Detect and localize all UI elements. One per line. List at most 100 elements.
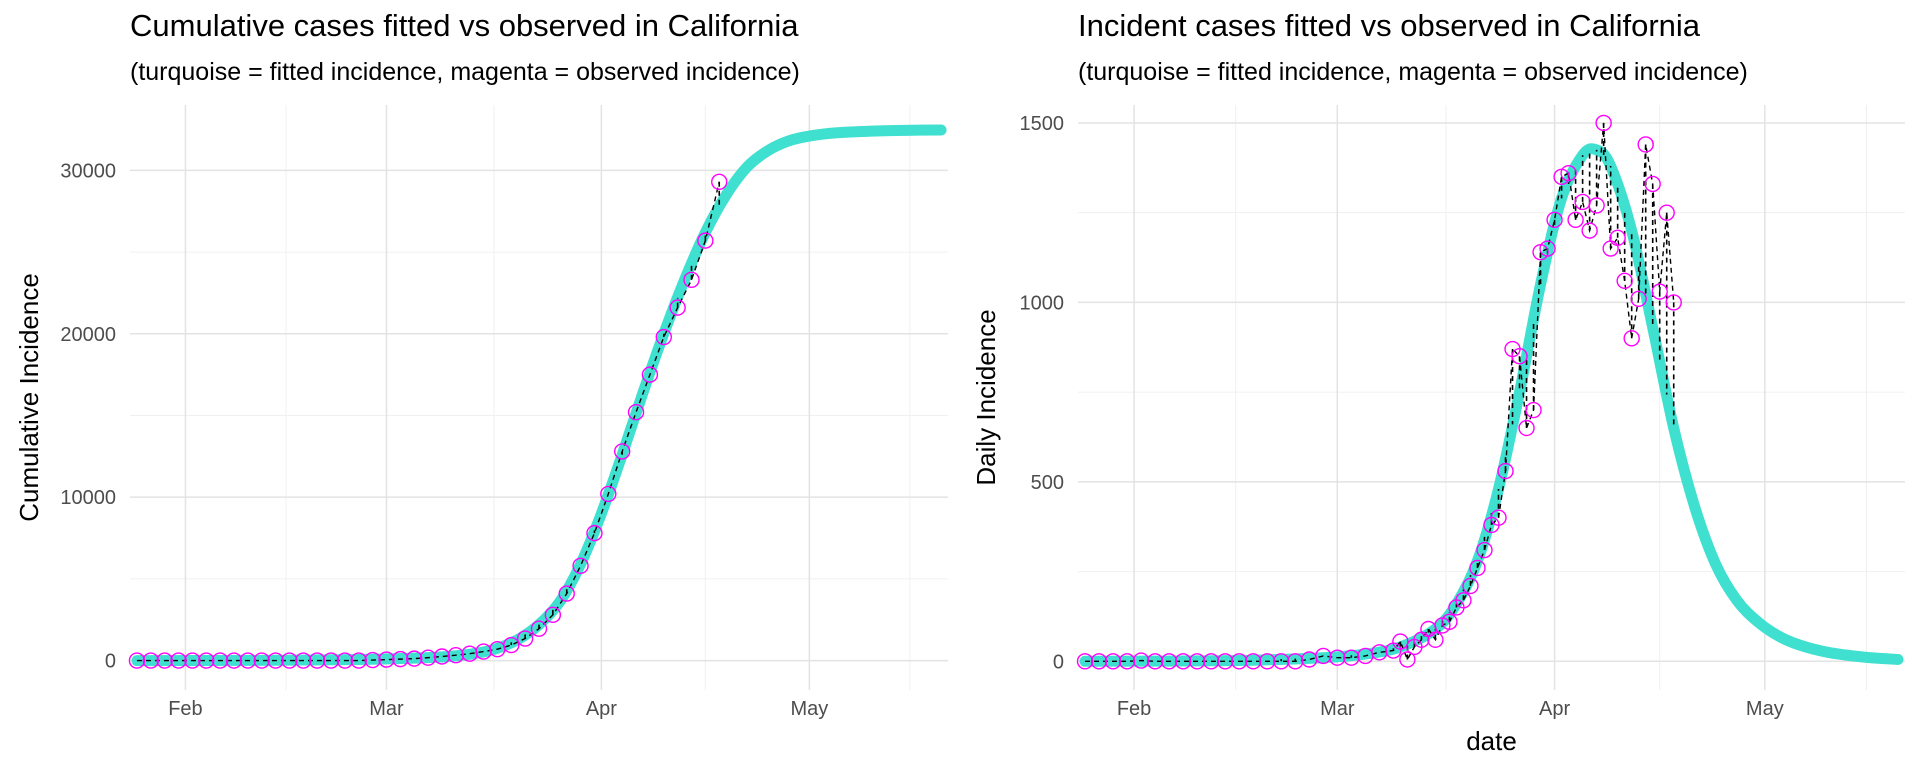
observed-point	[1245, 653, 1262, 670]
observed-point	[461, 645, 478, 662]
incident-chart-subtitle: (turquoise = fitted incidence, magenta =…	[1078, 58, 1748, 86]
observed-point	[516, 630, 534, 647]
observed-point	[1623, 330, 1640, 347]
observed-point	[1581, 222, 1598, 239]
observed-point	[433, 648, 451, 665]
observed-point	[1616, 272, 1633, 290]
observed-point	[1511, 348, 1528, 365]
x-tick-label: Apr	[1539, 698, 1570, 720]
observed-point	[142, 652, 159, 669]
observed-point	[364, 651, 381, 669]
y-axis-title: Cumulative Incidence	[14, 273, 44, 522]
observed-point	[295, 652, 312, 669]
observed-point	[1595, 114, 1612, 132]
observed-point	[170, 652, 187, 669]
observed-point	[1539, 240, 1556, 257]
observed-point	[419, 649, 437, 666]
observed-point	[697, 232, 714, 249]
y-tick-label: 500	[1031, 472, 1064, 494]
observed-point	[1160, 653, 1178, 670]
grid	[1078, 105, 1905, 690]
residual-lines	[510, 181, 721, 646]
cumulative-chart-plot: Feb Mar Apr May 0 10000 20000 30000 Cumulative I…	[14, 105, 948, 720]
incident-chart-panel: Incident cases fitted vs observed in Cal…	[955, 0, 1920, 768]
y-tick-label: 1500	[1020, 113, 1065, 135]
observed-point	[1497, 462, 1514, 480]
y-tick-label: 20000	[60, 324, 116, 346]
observed-point	[1076, 653, 1094, 670]
observed-point	[1560, 164, 1577, 182]
observed-point	[586, 524, 603, 542]
observed-point	[322, 652, 340, 669]
observed-point	[1273, 653, 1290, 670]
observed-points	[1076, 114, 1682, 670]
observed-point	[156, 652, 173, 669]
y-tick-label: 0	[1053, 651, 1064, 673]
observed-point	[1658, 204, 1675, 221]
observed-dashed-line	[136, 181, 720, 662]
observed-point	[600, 485, 617, 503]
observed-point	[447, 646, 465, 664]
observed-point	[503, 636, 520, 654]
observed-point	[655, 328, 672, 346]
observed-point	[544, 606, 562, 624]
observed-point	[184, 652, 201, 669]
observed-point	[1630, 290, 1647, 308]
observed-point	[1637, 136, 1654, 153]
x-axis-title: date	[1466, 726, 1517, 756]
observed-point	[392, 650, 409, 668]
observed-dashed-line	[1085, 122, 1675, 662]
observed-point	[1287, 653, 1304, 670]
incident-chart-title: Incident cases fitted vs observed in Cal…	[1078, 8, 1701, 43]
observed-point	[1644, 175, 1661, 193]
observed-point	[1174, 653, 1192, 670]
observed-point	[225, 652, 243, 669]
observed-point	[1441, 613, 1458, 631]
observed-point	[336, 652, 354, 669]
grid	[130, 105, 948, 690]
observed-point	[1104, 653, 1122, 670]
observed-point	[641, 366, 659, 383]
observed-point	[1090, 653, 1108, 670]
observed-point	[239, 652, 257, 669]
y-tick-label: 0	[105, 651, 116, 673]
observed-point	[1455, 592, 1472, 609]
observed-point	[1329, 649, 1346, 666]
observed-point	[1216, 653, 1234, 670]
observed-point	[1118, 653, 1136, 670]
cumulative-chart-title: Cumulative cases fitted vs observed in C…	[130, 8, 799, 43]
observed-point	[1525, 401, 1542, 419]
observed-point	[558, 585, 575, 602]
observed-point	[1399, 651, 1416, 668]
observed-point	[1588, 197, 1605, 214]
observed-point	[711, 173, 728, 191]
observed-point	[281, 652, 298, 669]
observed-point	[572, 557, 589, 575]
x-tick-label: Mar	[1320, 698, 1355, 720]
y-axis-title: Daily Incidence	[971, 309, 1001, 485]
observed-point	[1371, 644, 1388, 661]
y-tick-label: 1000	[1020, 292, 1065, 314]
observed-point	[378, 651, 395, 668]
observed-point	[1315, 647, 1332, 665]
x-tick-label: Feb	[1117, 698, 1151, 720]
observed-point	[1132, 652, 1150, 669]
observed-point	[1259, 653, 1276, 670]
cumulative-chart-subtitle: (turquoise = fitted incidence, magenta =…	[130, 58, 800, 86]
observed-point	[198, 652, 215, 669]
incident-chart-plot: Feb Mar Apr May 0 500 1000 1500 Daily Incidence d…	[971, 105, 1905, 756]
observed-point	[1202, 653, 1220, 670]
observed-point	[613, 443, 631, 460]
observed-point	[406, 650, 423, 667]
observed-point	[1665, 294, 1682, 311]
observed-point	[1609, 229, 1626, 246]
observed-point	[1469, 559, 1486, 577]
observed-point	[683, 271, 700, 289]
y-tick-label: 30000	[60, 160, 116, 182]
observed-point	[1476, 541, 1493, 559]
observed-point	[1392, 633, 1409, 650]
fitted-incidence-line	[131, 124, 947, 667]
observed-point	[530, 620, 548, 637]
observed-point	[350, 652, 367, 669]
y-tick-label: 10000	[60, 487, 116, 509]
